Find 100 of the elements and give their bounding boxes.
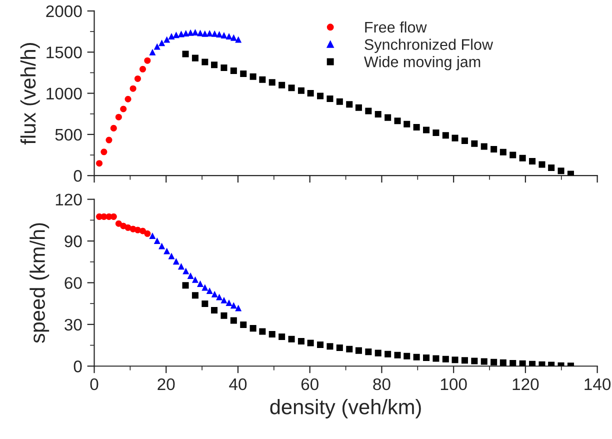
point (250, 325, 256, 332)
point (235, 304, 242, 312)
point (240, 70, 247, 77)
point (140, 66, 146, 72)
point (158, 242, 166, 250)
point (404, 120, 410, 128)
y-tick-label: 0 (74, 360, 82, 372)
point (182, 268, 190, 274)
point (240, 321, 247, 328)
point (168, 32, 175, 40)
point (202, 300, 208, 307)
point (172, 32, 180, 38)
y-tick-label: 30 (64, 318, 82, 331)
point (124, 96, 132, 102)
point (346, 101, 353, 108)
point (548, 164, 555, 171)
point (268, 79, 276, 86)
point (355, 104, 362, 111)
point (192, 292, 198, 299)
point (154, 237, 160, 244)
point (164, 248, 170, 254)
point (220, 32, 228, 39)
point (307, 90, 314, 97)
point (355, 347, 362, 354)
point (510, 360, 516, 366)
point (164, 36, 170, 43)
point (288, 336, 295, 342)
point (196, 280, 204, 287)
point (413, 124, 420, 131)
point (149, 232, 156, 239)
point (144, 230, 151, 237)
point (538, 361, 546, 366)
point (110, 124, 117, 132)
x-tick-label: 140 (584, 378, 611, 390)
point (216, 294, 223, 300)
point (317, 92, 324, 100)
point (413, 354, 420, 360)
point (144, 57, 151, 64)
point (182, 50, 189, 58)
point (187, 29, 194, 36)
point (529, 360, 536, 366)
point (226, 299, 232, 306)
point (211, 30, 218, 37)
point (384, 350, 392, 358)
point (558, 168, 564, 174)
x-tick-label: 100 (440, 378, 467, 390)
point (192, 54, 198, 62)
point (220, 296, 228, 304)
x-axis-title: density (veh/km) (270, 399, 421, 418)
point (480, 143, 488, 150)
point (226, 32, 232, 40)
y-axis-title: speed (km/h) (30, 223, 50, 343)
point (423, 354, 430, 362)
y-tick-label: 120 (56, 194, 82, 206)
point (278, 82, 286, 88)
legend-label: Free flow (365, 21, 427, 33)
point (317, 341, 324, 348)
point (298, 338, 304, 344)
point (278, 334, 286, 340)
point (336, 98, 343, 105)
y-tick-label: 500 (55, 128, 82, 141)
point (134, 75, 141, 82)
point (452, 356, 458, 364)
point (206, 30, 213, 37)
y-tick-label: 90 (64, 235, 82, 248)
point (235, 36, 242, 43)
point (480, 358, 488, 365)
point (100, 148, 108, 156)
point (471, 140, 478, 147)
y-tick-label: 1500 (46, 46, 82, 58)
point (154, 43, 160, 50)
point (394, 118, 401, 124)
point (178, 263, 184, 270)
point (519, 360, 526, 366)
point (268, 331, 276, 338)
point (500, 359, 506, 366)
point (442, 132, 449, 139)
point (298, 87, 304, 94)
point (567, 170, 574, 176)
point (110, 213, 117, 220)
point (259, 76, 266, 83)
y-tick-label: 1000 (46, 88, 82, 100)
point (384, 114, 392, 121)
point (220, 64, 228, 72)
point (326, 96, 334, 102)
point (471, 358, 478, 364)
point (220, 312, 228, 319)
point (130, 85, 136, 92)
x-tick-label: 60 (301, 378, 318, 390)
point (158, 40, 166, 46)
point (490, 358, 498, 366)
point (187, 272, 194, 280)
point (230, 317, 237, 324)
point (202, 58, 208, 66)
point (538, 161, 546, 168)
point (202, 284, 208, 291)
point (519, 154, 526, 162)
point (490, 146, 498, 153)
point (120, 106, 127, 112)
point (452, 134, 458, 142)
